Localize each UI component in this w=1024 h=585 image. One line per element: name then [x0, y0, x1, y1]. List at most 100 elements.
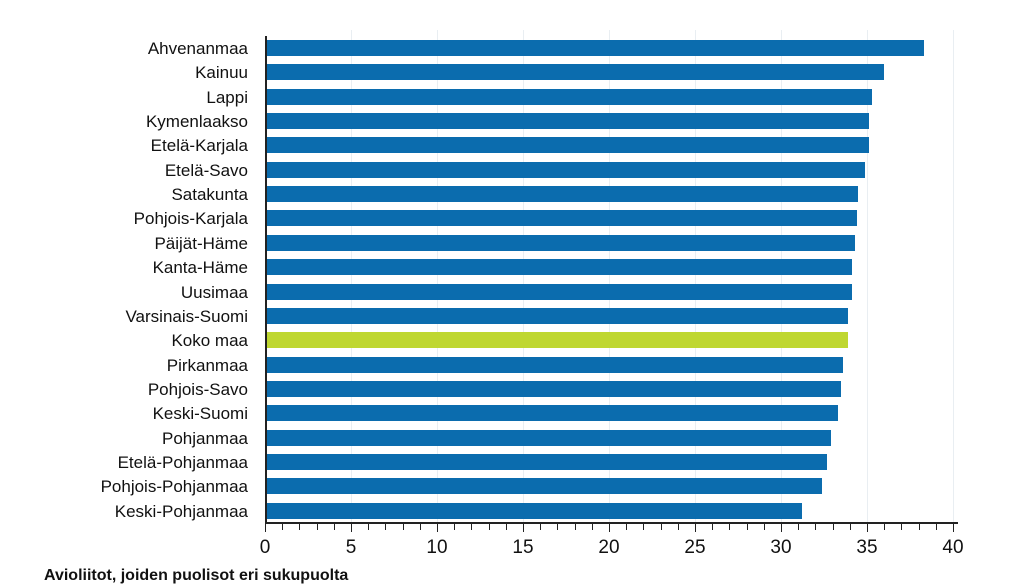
gridline: [695, 30, 696, 522]
x-tick-label: 40: [942, 537, 964, 558]
x-tick: [282, 524, 284, 530]
x-tick: [918, 524, 920, 530]
category-label: Pohjois-Savo: [147, 379, 248, 399]
bar: [267, 137, 869, 154]
bar: [267, 307, 849, 324]
x-tick: [454, 524, 456, 530]
category-label: Pohjanmaa: [161, 428, 248, 448]
x-tick: [591, 524, 593, 530]
x-tick: [832, 524, 834, 530]
x-tick: [677, 524, 679, 530]
category-label: Pohjois-Pohjanmaa: [100, 477, 248, 497]
category-label: Satakunta: [171, 185, 248, 205]
x-tick-label: 25: [684, 537, 706, 558]
x-tick: [815, 524, 817, 530]
bar-row: Pohjois-Karjala: [0, 207, 1024, 231]
x-tick: [763, 524, 765, 530]
x-tick: [402, 524, 404, 530]
category-label: Etelä-Pohjanmaa: [117, 452, 248, 472]
bar-row: Ahvenanmaa: [0, 37, 1024, 61]
bar: [267, 405, 838, 422]
bar-row: Kymenlaakso: [0, 110, 1024, 134]
category-label: Kainuu: [195, 63, 248, 83]
x-tick-label: 15: [512, 537, 534, 558]
gridline: [781, 30, 782, 522]
bar: [267, 64, 885, 81]
gridline: [953, 30, 954, 522]
x-tick-label: 35: [856, 537, 878, 558]
bar-row: Koko maa: [0, 329, 1024, 353]
category-label: Lappi: [206, 87, 248, 107]
category-label: Etelä-Karjala: [150, 136, 248, 156]
x-tick-label: 0: [259, 537, 271, 558]
bottom-caption: Avioliitot, joiden puolisot eri sukupuol…: [44, 567, 349, 584]
bar-row: Pirkanmaa: [0, 354, 1024, 378]
category-label: Keski-Suomi: [152, 404, 248, 424]
x-tick: [368, 524, 370, 530]
bar: [267, 113, 869, 130]
category-label: Päijät-Häme: [154, 233, 248, 253]
x-tick: [523, 524, 524, 532]
bar-row: Uusimaa: [0, 281, 1024, 305]
x-tick: [626, 524, 628, 530]
bar: [267, 429, 831, 446]
category-label: Kymenlaakso: [145, 112, 248, 132]
bar: [267, 259, 852, 276]
bar: [267, 234, 855, 251]
x-tick: [488, 524, 490, 530]
x-tick: [609, 524, 610, 532]
x-axis: [265, 522, 958, 524]
top-title-cropped: [70, 0, 950, 4]
x-tick: [540, 524, 542, 530]
bar-row: Kanta-Häme: [0, 256, 1024, 280]
bar: [267, 380, 842, 397]
bar: [267, 453, 828, 470]
x-tick: [935, 524, 937, 530]
x-tick: [574, 524, 576, 530]
x-tick: [660, 524, 662, 530]
gridline: [867, 30, 868, 522]
gridline: [351, 30, 352, 522]
gridline: [523, 30, 524, 522]
bar: [267, 356, 843, 373]
x-tick: [385, 524, 387, 530]
category-label: Ahvenanmaa: [147, 39, 248, 58]
bar-row: Päijät-Häme: [0, 232, 1024, 256]
x-tick: [316, 524, 318, 530]
x-tick: [643, 524, 645, 530]
x-tick: [471, 524, 473, 530]
bar-row: Lappi: [0, 86, 1024, 110]
x-tick: [781, 524, 782, 532]
x-tick: [437, 524, 438, 532]
category-label: Etelä-Savo: [164, 160, 248, 180]
bar: [267, 161, 866, 178]
bar: [267, 186, 859, 203]
x-tick: [798, 524, 800, 530]
x-tick: [746, 524, 748, 530]
x-tick: [712, 524, 714, 530]
bar: [267, 40, 924, 56]
category-label: Pirkanmaa: [166, 355, 248, 375]
bar: [267, 478, 823, 495]
x-tick: [729, 524, 731, 530]
bar-row: Keski-Suomi: [0, 402, 1024, 426]
gridline: [437, 30, 438, 522]
category-label: Pohjois-Karjala: [133, 209, 248, 229]
bar-row: Pohjois-Pohjanmaa: [0, 475, 1024, 499]
bar-row: Keski-Pohjanmaa: [0, 500, 1024, 524]
x-tick: [299, 524, 301, 530]
bar: [267, 88, 873, 105]
x-tick: [265, 524, 266, 532]
x-tick: [884, 524, 886, 530]
x-tick: [901, 524, 903, 530]
x-tick: [333, 524, 335, 530]
category-label: Varsinais-Suomi: [125, 306, 248, 326]
x-tick: [849, 524, 851, 530]
bar: [267, 210, 857, 227]
x-tick: [505, 524, 507, 530]
bar-row: Etelä-Pohjanmaa: [0, 451, 1024, 475]
chart-area: [265, 30, 957, 522]
category-label: Kanta-Häme: [152, 258, 248, 278]
category-label: Koko maa: [171, 331, 248, 351]
bar-highlight: [267, 332, 849, 349]
